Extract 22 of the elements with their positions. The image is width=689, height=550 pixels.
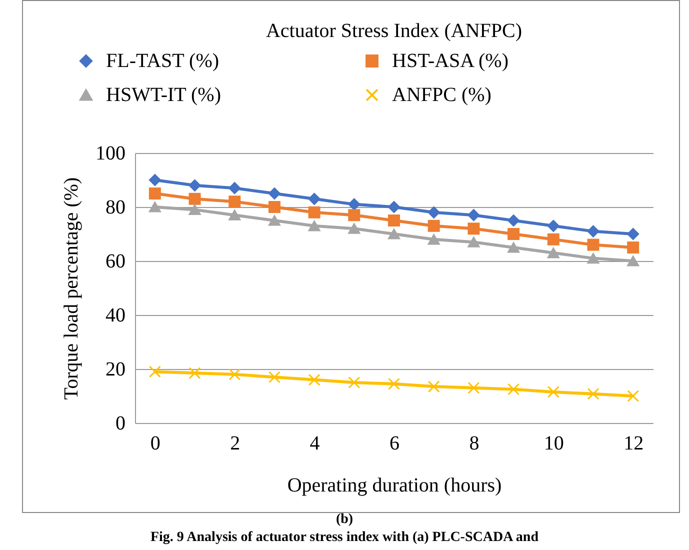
y-tick-label: 60: [106, 250, 126, 272]
y-tick-label: 100: [96, 142, 126, 164]
x-tick-label: 12: [624, 432, 644, 454]
y-tick-label: 40: [106, 304, 126, 326]
legend-label: HSWT-IT (%): [106, 84, 221, 106]
x-tick-label: 0: [150, 432, 160, 454]
x-tick-label: 4: [310, 432, 320, 454]
y-tick-label: 80: [106, 196, 126, 218]
x-tick-label: 8: [469, 432, 480, 454]
legend-label: HST-ASA (%): [392, 50, 508, 72]
x-axis-title: Operating duration (hours): [287, 474, 502, 496]
y-tick-label: 0: [116, 412, 126, 434]
y-tick-label: 20: [106, 358, 126, 380]
x-tick-label: 10: [544, 432, 564, 454]
legend-label: FL-TAST (%): [106, 50, 220, 72]
x-tick-label: 6: [390, 432, 400, 454]
legend-label: ANFPC (%): [392, 84, 492, 106]
chart-title: Actuator Stress Index (ANFPC): [266, 20, 522, 42]
x-tick-label: 2: [230, 432, 240, 454]
y-axis-title: Torque load percentage (%): [60, 177, 82, 400]
text: (b): [334, 512, 354, 528]
caption: Fig. 9 Analysis of actuator stress index with (a) PLC-SCADA and: [149, 530, 540, 546]
